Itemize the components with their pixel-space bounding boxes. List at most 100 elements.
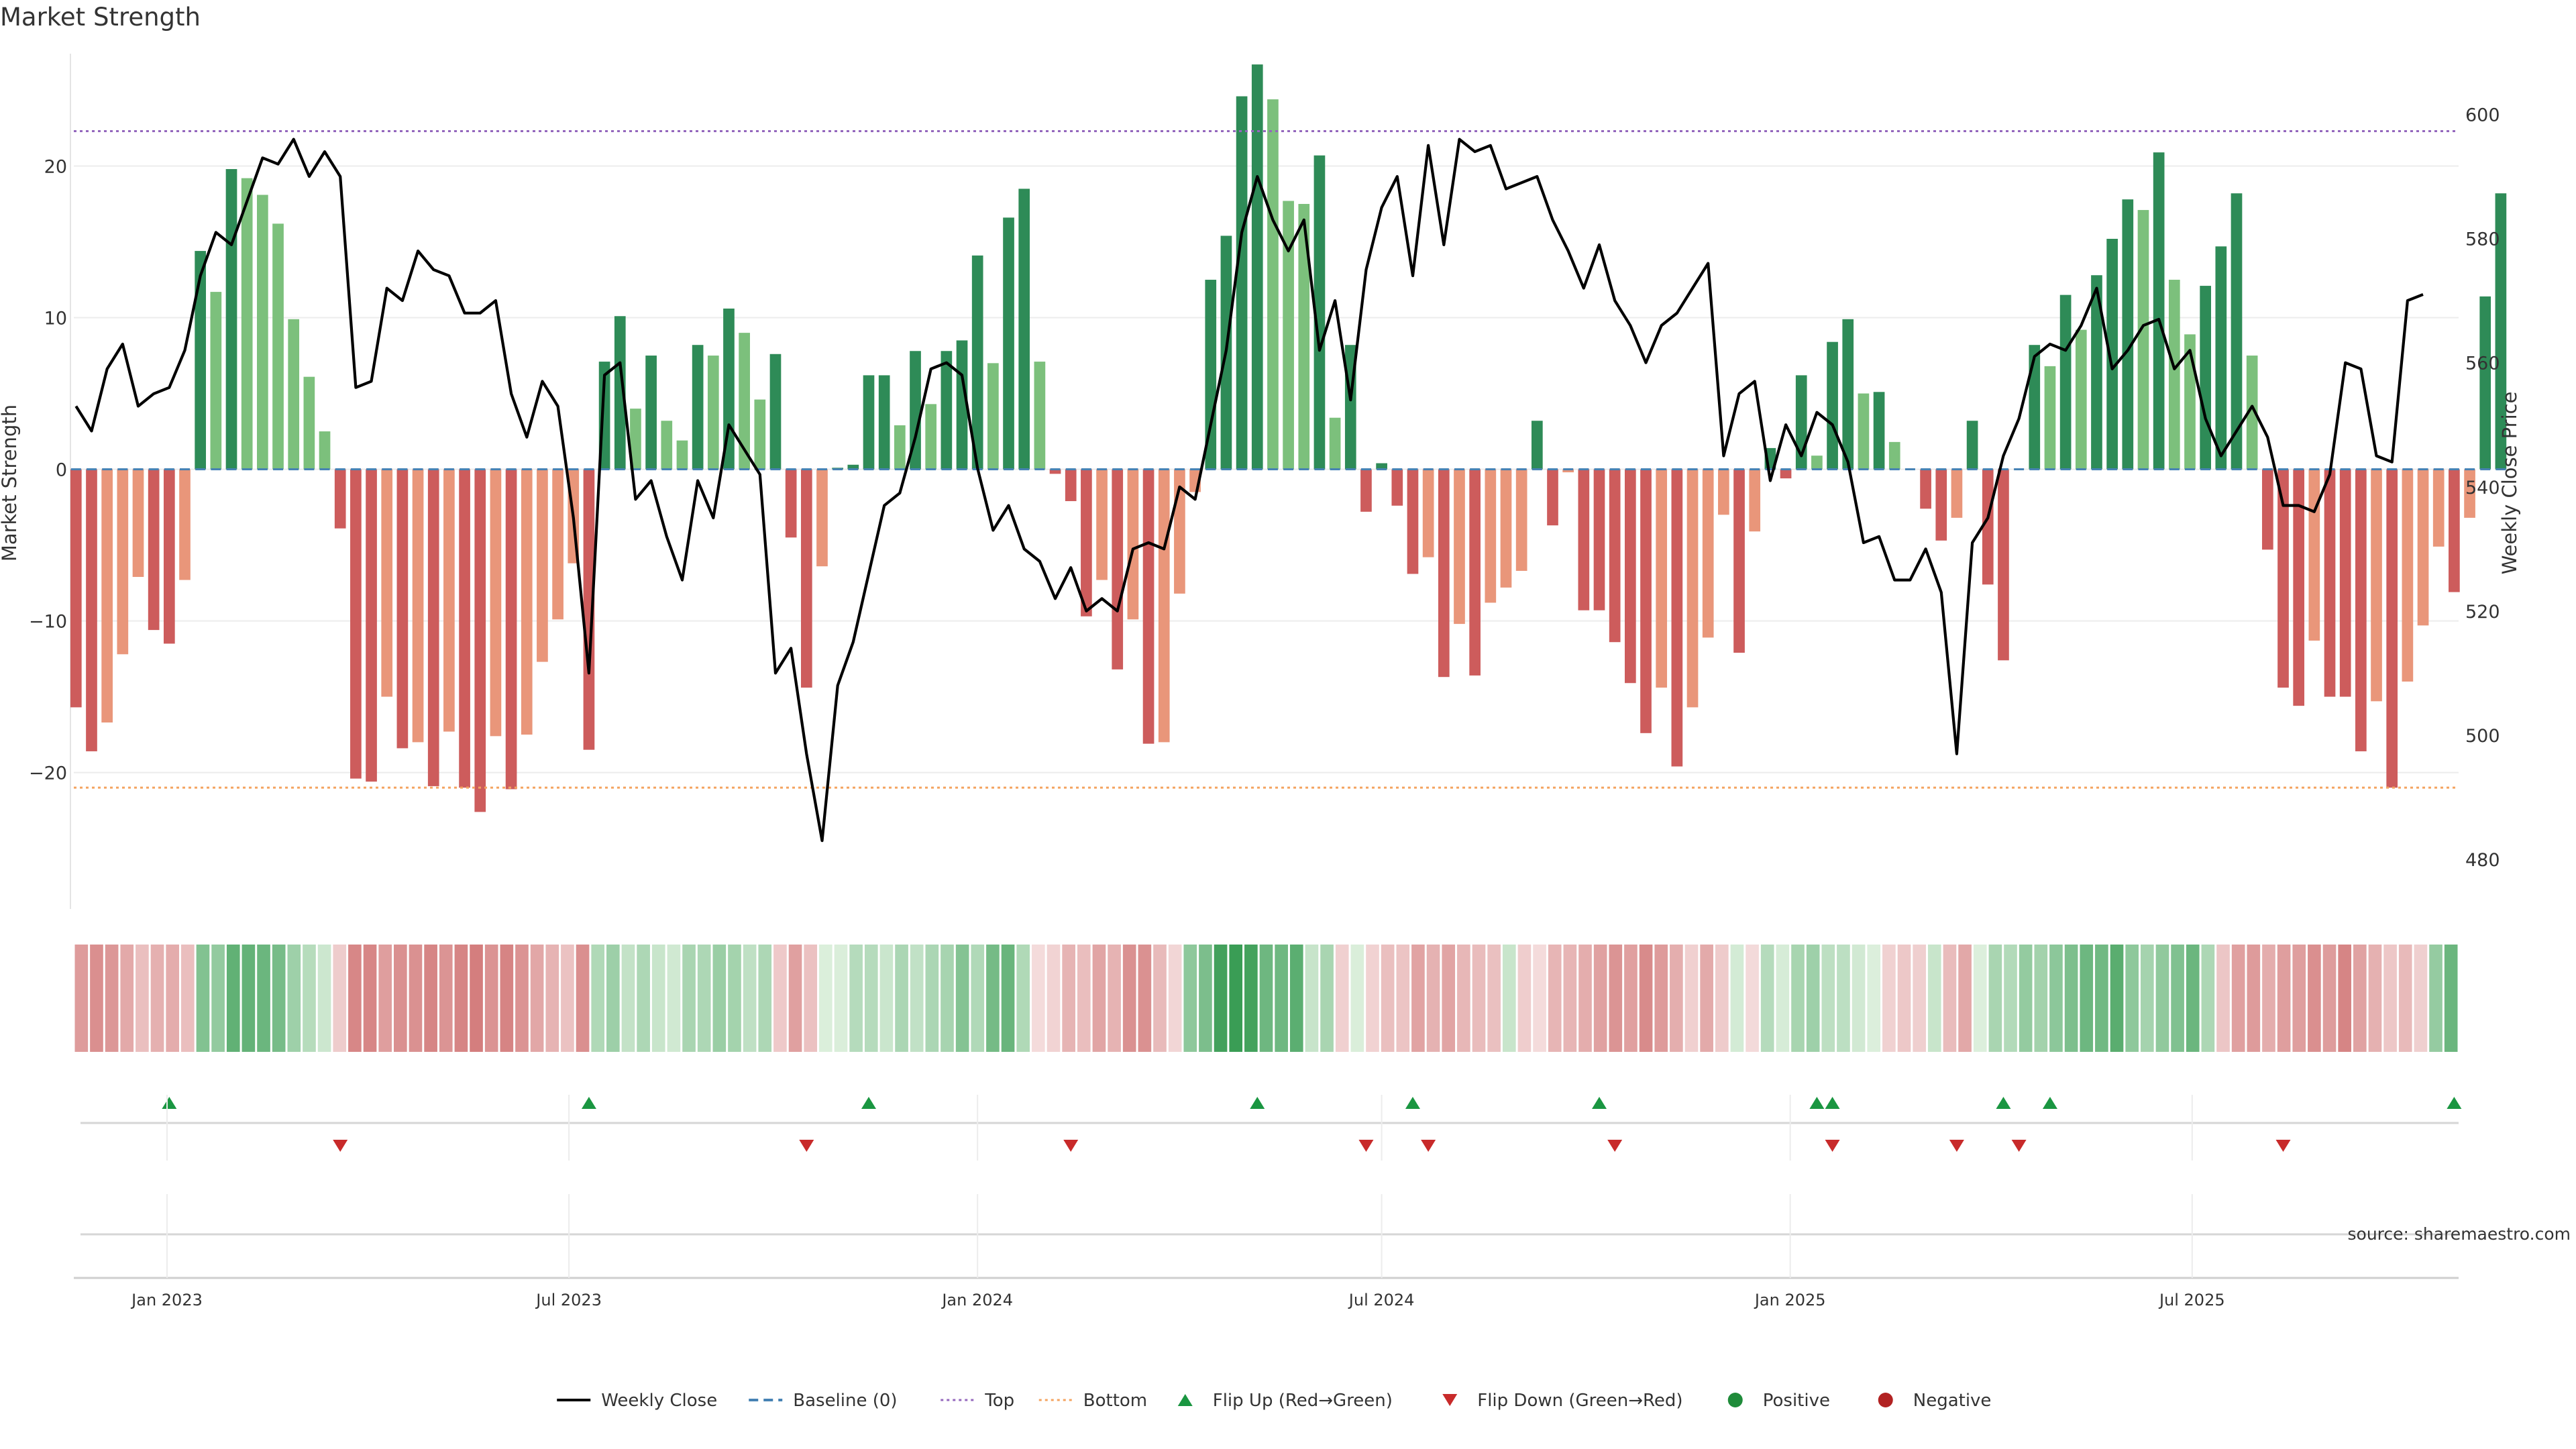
heat-cell <box>651 945 665 1052</box>
heat-cell <box>1032 945 1045 1052</box>
strength-bar <box>2153 152 2165 470</box>
y2-tick-label: 600 <box>2465 105 2500 126</box>
heat-cell <box>682 945 696 1052</box>
heat-cell <box>849 945 863 1052</box>
heat-cell <box>955 945 969 1052</box>
flip-up-marker <box>1250 1097 1265 1109</box>
y-axis-left-ticks: 20 10 0 −10 −20 <box>29 157 67 784</box>
legend-item: Positive <box>1727 1391 1830 1411</box>
heat-cell <box>621 945 635 1052</box>
strength-bar <box>2449 469 2460 592</box>
strength-bar <box>381 469 393 697</box>
strength-bar <box>2044 366 2056 470</box>
heat-cell <box>1913 945 1926 1052</box>
strength-bar <box>1718 469 1729 515</box>
heat-cell <box>2080 945 2094 1052</box>
strength-bar <box>521 469 533 735</box>
heat-cell <box>1988 945 2002 1052</box>
heat-cell <box>394 945 407 1052</box>
heat-cell <box>1396 945 1410 1052</box>
legend-label: Negative <box>1913 1391 1992 1411</box>
strength-bar <box>2293 469 2305 706</box>
heat-cell <box>2398 945 2412 1052</box>
heat-cell <box>74 945 89 1052</box>
strength-bar <box>257 195 268 470</box>
heat-cell <box>1684 945 1699 1052</box>
strength-bar <box>1298 204 1310 470</box>
heat-cell <box>2125 945 2139 1052</box>
strength-bar <box>1500 469 1512 588</box>
strength-bar <box>2339 469 2351 697</box>
heat-cell <box>317 945 331 1052</box>
strength-bar <box>1749 469 1761 532</box>
legend-flip-down-icon <box>1442 1394 1458 1406</box>
heat-cell <box>348 945 362 1052</box>
heat-cell <box>2277 945 2291 1052</box>
heat-cell <box>667 945 681 1052</box>
strength-bar <box>1640 469 1652 733</box>
y2-axis-label: Weekly Close Price <box>2498 392 2521 575</box>
strength-bar <box>941 351 953 470</box>
strength-bar <box>552 469 564 620</box>
strength-bar <box>2479 296 2491 470</box>
strength-bar <box>816 469 828 567</box>
flip-down-marker <box>1825 1140 1840 1152</box>
heat-cell <box>1897 945 1911 1052</box>
strength-bar <box>225 169 237 470</box>
heat-cell <box>454 945 468 1052</box>
heat-cell <box>1502 945 1516 1052</box>
heat-cell <box>1046 945 1061 1052</box>
y2-tick-label: 480 <box>2465 850 2500 871</box>
heat-cell <box>181 945 195 1052</box>
strength-bar <box>2261 469 2273 550</box>
heat-cell <box>2383 945 2397 1052</box>
legend-flip-up-icon <box>1177 1394 1193 1406</box>
strength-bar <box>2122 199 2134 470</box>
strength-bar <box>1811 455 1823 470</box>
heat-cell <box>470 945 483 1052</box>
strength-bar <box>1267 99 1279 470</box>
heat-cell <box>257 945 270 1052</box>
heat-cell <box>1578 945 1592 1052</box>
strength-bar <box>1625 469 1636 684</box>
legend-label: Baseline (0) <box>793 1391 897 1411</box>
strength-bar <box>1422 469 1434 557</box>
heat-cell <box>1472 945 1486 1052</box>
heat-cell <box>378 945 392 1052</box>
heat-cell <box>166 945 180 1052</box>
strength-bar <box>1407 469 1419 574</box>
heat-cell <box>363 945 377 1052</box>
heat-cell <box>1821 945 1835 1052</box>
heat-cell <box>2110 945 2124 1052</box>
strength-bar <box>148 469 160 631</box>
strength-bar <box>2137 210 2149 470</box>
strength-bar <box>505 469 517 790</box>
heat-cell <box>743 945 757 1052</box>
heat-cell <box>1199 945 1212 1052</box>
x-tick-label: Jul 2024 <box>1348 1291 1415 1309</box>
heat-cell <box>1517 945 1532 1052</box>
heat-cell <box>1958 945 1972 1052</box>
strength-bar <box>1376 463 1387 470</box>
x-tick-label: Jan 2023 <box>130 1291 203 1309</box>
heat-cell <box>576 945 590 1052</box>
strength-bar <box>1313 155 1326 470</box>
strength-bar <box>1127 469 1139 620</box>
heat-cell <box>333 945 347 1052</box>
heat-cell <box>1275 945 1288 1052</box>
heat-cell <box>2429 945 2443 1052</box>
heat-cell <box>1760 945 1774 1052</box>
strength-bar <box>1112 469 1124 669</box>
heat-cell <box>606 945 620 1052</box>
strength-bar <box>1391 469 1403 506</box>
strength-bar <box>443 469 455 732</box>
strength-bar <box>676 440 688 470</box>
flip-up-marker <box>2042 1097 2057 1109</box>
strength-bar <box>1454 469 1465 625</box>
strength-bar <box>1360 469 1372 512</box>
legend-item: Weekly Close <box>557 1391 717 1411</box>
strength-bar <box>1982 469 1994 585</box>
heat-cell <box>1016 945 1030 1052</box>
strength-bar <box>785 469 797 538</box>
y2-tick-label: 560 <box>2465 354 2500 374</box>
